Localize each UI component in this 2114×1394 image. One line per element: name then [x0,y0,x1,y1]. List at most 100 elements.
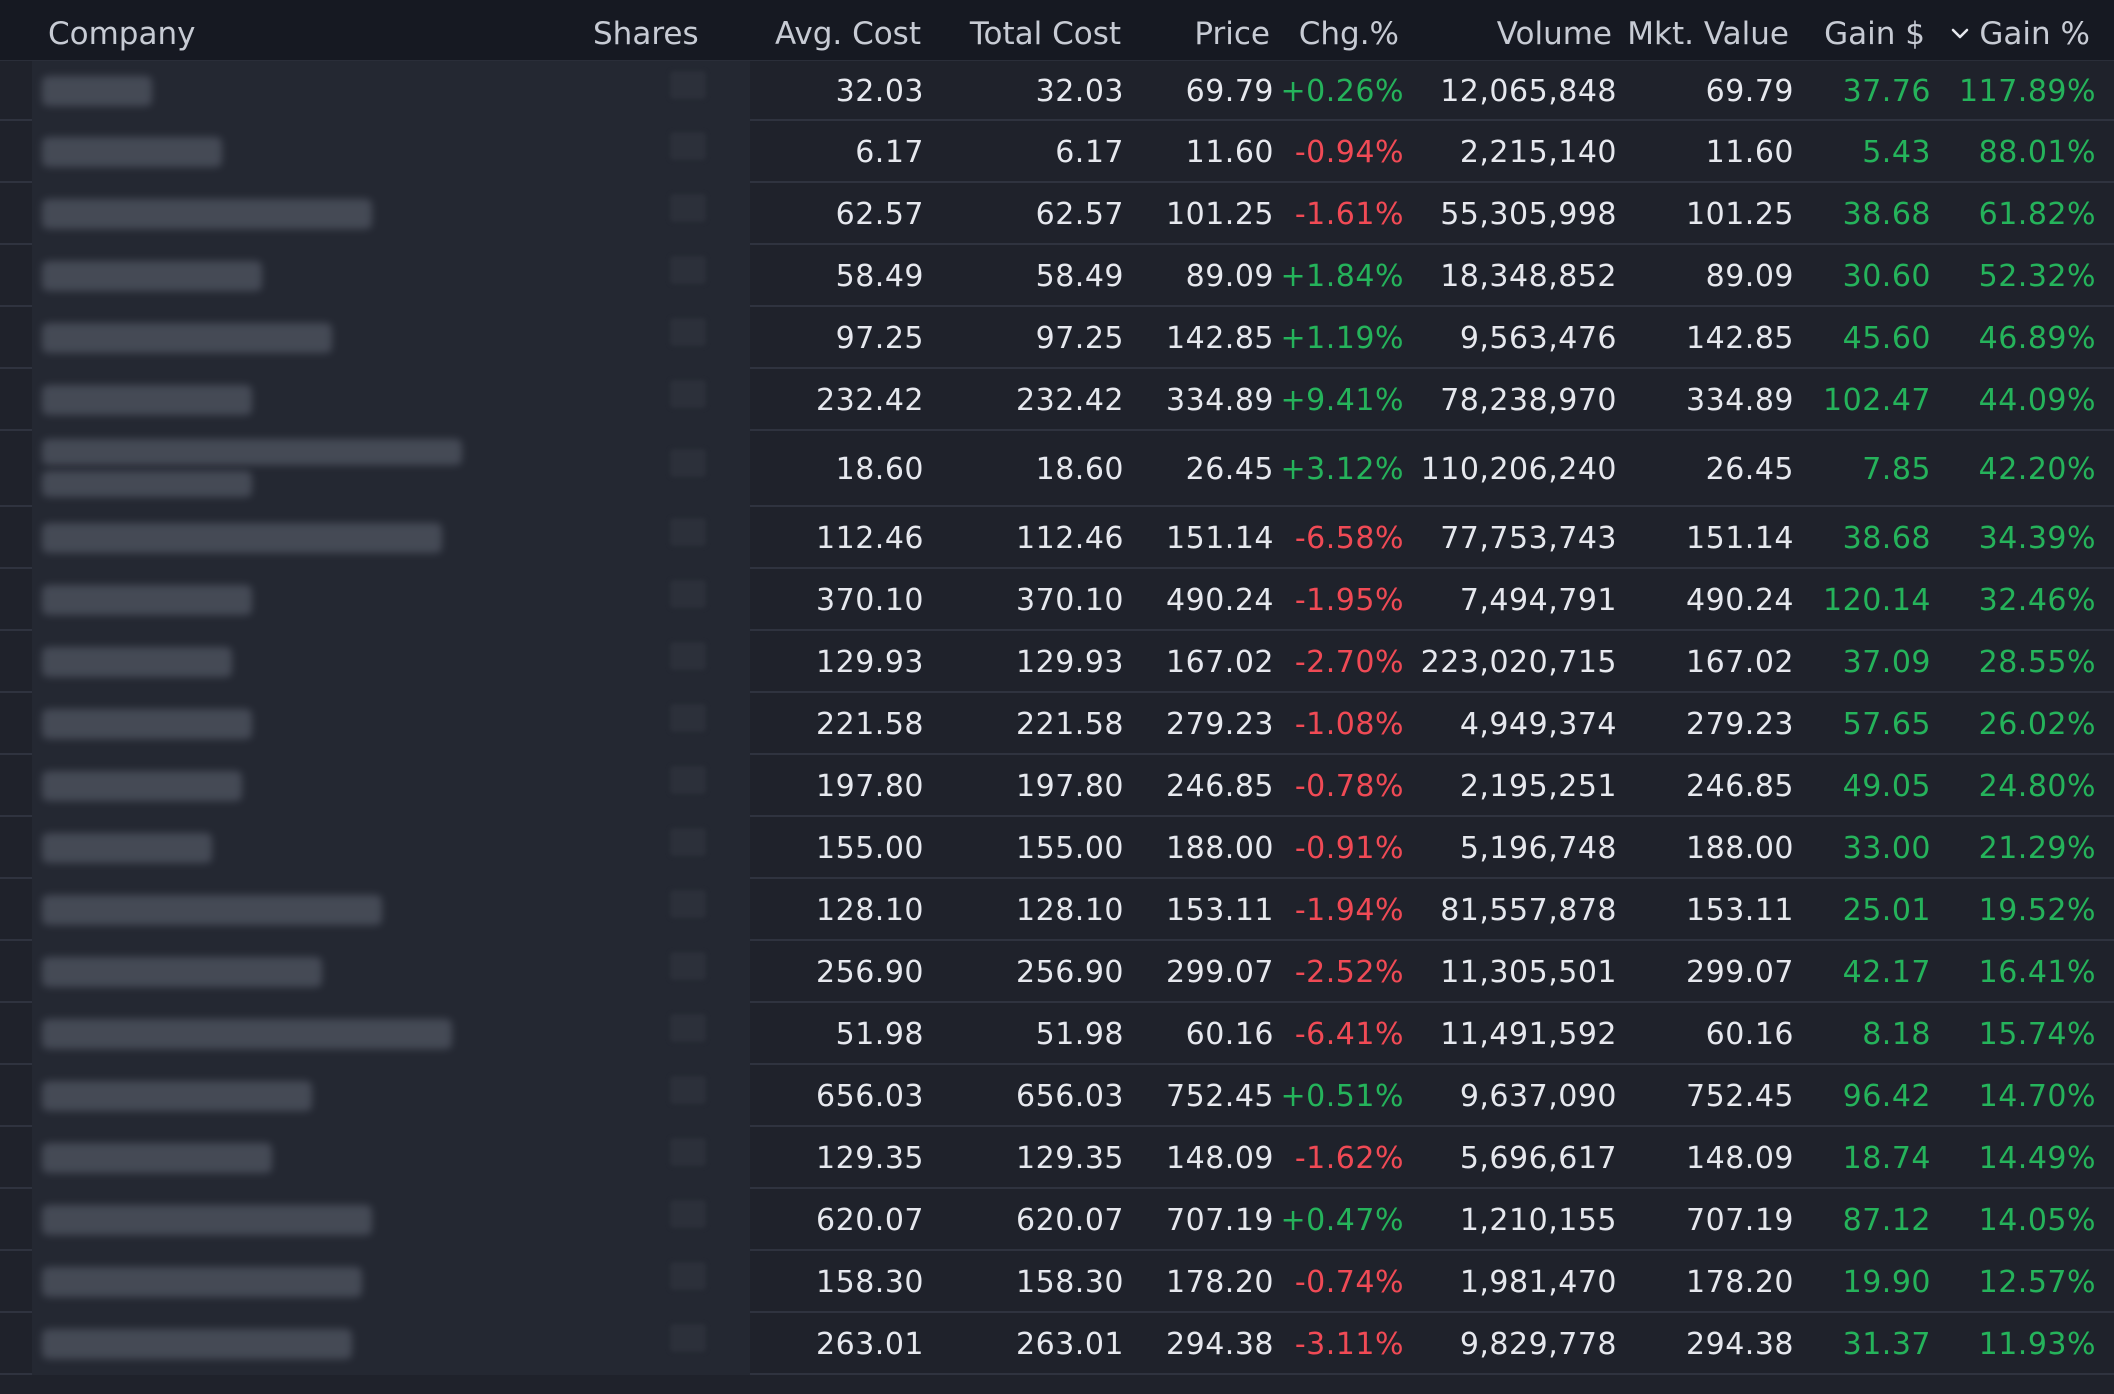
cell-gain-pct: 16.41% [1978,954,2096,990]
table-row[interactable]: 58.49 58.49 89.09 +1.84% 18,348,852 89.09 30.6… [0,245,2114,307]
table-row[interactable]: 263.01 263.01 294.38 -3.11% 9,829,778 294.38 3… [0,1313,2114,1375]
table-row[interactable]: 656.03 656.03 752.45 +0.51% 9,637,090 752.45 9… [0,1065,2114,1127]
table-row[interactable]: 256.90 256.90 299.07 -2.52% 11,305,501 299.07… [0,941,2114,1003]
company-name-redacted [42,771,242,801]
table-row[interactable]: 128.10 128.10 153.11 -1.94% 81,557,878 153.11… [0,879,2114,941]
table-row[interactable]: 129.35 129.35 148.09 -1.62% 5,696,617 148.09 1… [0,1127,2114,1189]
cell-volume: 81,557,878 [1440,892,1617,928]
table-row[interactable]: 129.93 129.93 167.02 -2.70% 223,020,715 167.0… [0,631,2114,693]
cell-price: 334.89 [1166,382,1274,418]
cell-price: 294.38 [1166,1326,1274,1362]
cell-avg-cost: 6.17 [855,134,924,170]
shares-redacted [670,828,706,856]
cell-gain-usd: 8.18 [1862,1016,1931,1052]
cell-gain-usd: 96.42 [1842,1078,1931,1114]
company-name-redacted [42,1205,372,1235]
cell-mkt-value: 167.02 [1686,644,1794,680]
cell-gain-pct: 117.89% [1959,73,2096,109]
row-divider [0,1125,32,1127]
cell-volume: 4,949,374 [1459,706,1617,742]
cell-gain-usd: 102.47 [1823,382,1931,418]
row-divider [0,815,32,817]
table-row[interactable]: 197.80 197.80 246.85 -0.78% 2,195,251 246.85 4… [0,755,2114,817]
cell-volume: 1,210,155 [1459,1202,1617,1238]
cell-price: 151.14 [1166,520,1274,556]
column-header-chg[interactable]: Chg.% [1298,16,1399,52]
table-row[interactable]: 221.58 221.58 279.23 -1.08% 4,949,374 279.23 5… [0,693,2114,755]
cell-total-cost: 155.00 [1016,830,1124,866]
cell-total-cost: 197.80 [1016,768,1124,804]
column-header-price[interactable]: Price [1194,16,1270,52]
table-row[interactable]: 155.00 155.00 188.00 -0.91% 5,196,748 188.00 3… [0,817,2114,879]
cell-volume: 110,206,240 [1420,451,1617,487]
cell-gain-pct: 88.01% [1978,134,2096,170]
table-row[interactable]: 232.42 232.42 334.89 +9.41% 78,238,970 334.89… [0,369,2114,431]
table-row[interactable]: 97.25 97.25 142.85 +1.19% 9,563,476 142.85 45.… [0,307,2114,369]
shares-redacted [670,194,706,222]
cell-price: 142.85 [1166,320,1274,356]
cell-gain-pct: 61.82% [1978,196,2096,232]
column-header-total-cost[interactable]: Total Cost [969,16,1121,52]
column-header-gain-pct[interactable]: Gain % [1949,0,2090,60]
cell-mkt-value: 707.19 [1686,1202,1794,1238]
cell-avg-cost: 129.35 [816,1140,924,1176]
table-row[interactable]: 620.07 620.07 707.19 +0.47% 1,210,155 707.19 8… [0,1189,2114,1251]
shares-redacted [670,1324,706,1352]
column-header-company[interactable]: Company [48,16,196,52]
column-header-mkt-value[interactable]: Mkt. Value [1627,16,1789,52]
cell-chg: +1.84% [1280,258,1404,294]
cell-gain-pct: 14.70% [1978,1078,2096,1114]
column-header-gain-usd[interactable]: Gain $ [1824,16,1925,52]
shares-redacted [670,380,706,408]
cell-volume: 11,491,592 [1440,1016,1617,1052]
cell-chg: -1.94% [1294,892,1404,928]
cell-total-cost: 263.01 [1016,1326,1124,1362]
cell-volume: 5,196,748 [1459,830,1617,866]
row-divider [0,429,32,431]
table-row[interactable]: 62.57 62.57 101.25 -1.61% 55,305,998 101.25 38… [0,183,2114,245]
cell-avg-cost: 370.10 [816,582,924,618]
row-divider [0,1063,32,1065]
cell-gain-pct: 44.09% [1978,382,2096,418]
cell-gain-usd: 38.68 [1842,520,1931,556]
cell-volume: 77,753,743 [1440,520,1617,556]
company-name-redacted [42,833,212,863]
column-header-volume[interactable]: Volume [1496,16,1612,52]
cell-volume: 7,494,791 [1459,582,1617,618]
cell-gain-pct: 14.05% [1978,1202,2096,1238]
cell-total-cost: 112.46 [1016,520,1124,556]
column-header-avg-cost[interactable]: Avg. Cost [774,16,921,52]
cell-gain-usd: 57.65 [1842,706,1931,742]
shares-redacted [670,766,706,794]
cell-mkt-value: 752.45 [1686,1078,1794,1114]
table-row[interactable]: 51.98 51.98 60.16 -6.41% 11,491,592 60.16 8.18… [0,1003,2114,1065]
table-row[interactable]: 112.46 112.46 151.14 -6.58% 77,753,743 151.14… [0,507,2114,569]
table-row[interactable]: 32.03 32.03 69.79 +0.26% 12,065,848 69.79 37.7… [0,61,2114,121]
cell-volume: 9,637,090 [1459,1078,1617,1114]
row-divider [0,691,32,693]
table-row[interactable]: 6.17 6.17 11.60 -0.94% 2,215,140 11.60 5.43 88.… [0,121,2114,183]
column-header-shares[interactable]: Shares [593,16,699,52]
cell-price: 69.79 [1185,73,1274,109]
cell-chg: -1.08% [1294,706,1404,742]
table-row[interactable]: 370.10 370.10 490.24 -1.95% 7,494,791 490.24 1… [0,569,2114,631]
cell-mkt-value: 60.16 [1705,1016,1794,1052]
cell-mkt-value: 151.14 [1686,520,1794,556]
cell-mkt-value: 26.45 [1705,451,1794,487]
cell-avg-cost: 58.49 [835,258,924,294]
cell-avg-cost: 197.80 [816,768,924,804]
table-row[interactable]: 18.60 18.60 26.45 +3.12% 110,206,240 26.45 7.8… [0,431,2114,507]
row-divider [0,1187,32,1189]
cell-avg-cost: 112.46 [816,520,924,556]
shares-redacted [670,1200,706,1228]
company-name-redacted [42,1267,362,1297]
cell-avg-cost: 221.58 [816,706,924,742]
row-divider [0,877,32,879]
cell-gain-usd: 18.74 [1842,1140,1931,1176]
cell-gain-pct: 15.74% [1978,1016,2096,1052]
company-name-redacted [42,1019,452,1049]
cell-mkt-value: 279.23 [1686,706,1794,742]
cell-gain-usd: 87.12 [1842,1202,1931,1238]
table-row[interactable]: 158.30 158.30 178.20 -0.74% 1,981,470 178.20 1… [0,1251,2114,1313]
